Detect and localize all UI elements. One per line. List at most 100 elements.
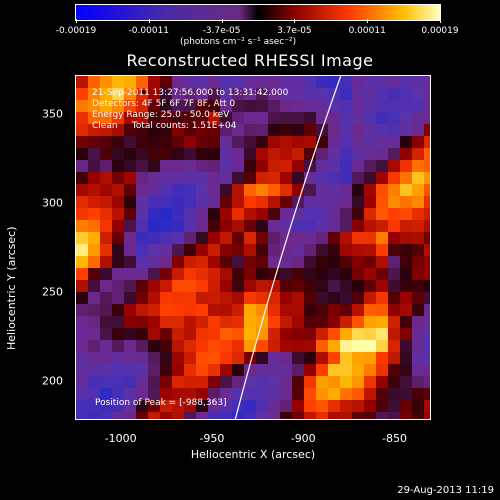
heatmap-cell — [352, 292, 365, 305]
heatmap-cell — [208, 196, 221, 209]
heatmap-cell — [304, 184, 317, 197]
heatmap-cell — [388, 232, 401, 245]
heatmap-cell — [100, 88, 113, 101]
heatmap-cell — [172, 256, 185, 269]
heatmap-cell — [412, 88, 425, 101]
heatmap-cell — [112, 280, 125, 293]
colorbar-tick — [221, 19, 223, 23]
heatmap-cell — [220, 196, 233, 209]
heatmap-cell — [268, 352, 281, 365]
heatmap-cell — [124, 208, 137, 221]
heatmap-cell — [388, 340, 401, 353]
heatmap-cell — [232, 112, 245, 125]
heatmap-cell — [352, 352, 365, 365]
heatmap-cell — [388, 172, 401, 185]
heatmap-cell — [148, 268, 161, 281]
heatmap-cell — [256, 172, 269, 185]
heatmap-cell — [400, 160, 413, 173]
heatmap-cell — [388, 208, 401, 221]
heatmap-cell — [124, 100, 137, 113]
heatmap-cell — [412, 76, 425, 89]
heatmap-cell — [292, 352, 305, 365]
heatmap-cell — [160, 172, 173, 185]
heatmap-cell — [148, 292, 161, 305]
heatmap-cell — [184, 364, 197, 377]
heatmap-cell — [256, 280, 269, 293]
heatmap-cell — [172, 244, 185, 257]
heatmap-cell — [316, 196, 329, 209]
heatmap-cell — [256, 244, 269, 257]
heatmap-cell — [208, 388, 221, 401]
heatmap-cell — [328, 256, 341, 269]
heatmap-cell — [340, 88, 353, 101]
heatmap-cell — [136, 400, 149, 413]
heatmap-cell — [148, 184, 161, 197]
colorbar-units: (photons cm⁻² s⁻¹ asec⁻²) — [180, 37, 297, 47]
heatmap-cell — [268, 184, 281, 197]
heatmap-cell — [136, 172, 149, 185]
heatmap-cell — [364, 88, 377, 101]
heatmap-cell — [160, 100, 173, 113]
heatmap-cell — [352, 244, 365, 257]
heatmap-cell — [328, 268, 341, 281]
heatmap-cell — [160, 328, 173, 341]
heatmap-cell — [160, 148, 173, 161]
heatmap-cell — [232, 208, 245, 221]
heatmap-cell — [172, 148, 185, 161]
heatmap-cell — [376, 316, 389, 329]
heatmap-cell — [376, 304, 389, 317]
heatmap-cell — [196, 136, 209, 149]
heatmap-cell — [352, 160, 365, 173]
heatmap-cell — [304, 376, 317, 389]
heatmap-cell — [400, 184, 413, 197]
heatmap-cell — [88, 160, 101, 173]
heatmap-cell — [76, 76, 89, 89]
heatmap-cell — [244, 88, 257, 101]
heatmap-cell — [184, 256, 197, 269]
heatmap-cell — [88, 232, 101, 245]
heatmap-cell — [136, 256, 149, 269]
heatmap-cell — [184, 148, 197, 161]
heatmap-cell — [304, 232, 317, 245]
heatmap-cell — [76, 208, 89, 221]
heatmap-cell — [424, 328, 430, 341]
heatmap-cell — [112, 220, 125, 233]
heatmap-cell — [424, 340, 430, 353]
heatmap-cell — [124, 280, 137, 293]
heatmap-cell — [184, 244, 197, 257]
x-tick-label: -1000 — [104, 432, 137, 445]
heatmap-cell — [184, 316, 197, 329]
heatmap-cell — [292, 364, 305, 377]
heatmap-cell — [76, 196, 89, 209]
heatmap-cell — [220, 256, 233, 269]
heatmap-cell — [88, 268, 101, 281]
heatmap-cell — [100, 208, 113, 221]
heatmap-cell — [412, 364, 425, 377]
heatmap-cell — [148, 280, 161, 293]
heatmap-cell — [316, 388, 329, 401]
heatmap-cell — [136, 208, 149, 221]
heatmap-cell — [160, 244, 173, 257]
colorbar-tick — [440, 19, 441, 23]
heatmap-cell — [124, 88, 137, 101]
heatmap-cell — [400, 208, 413, 221]
heatmap-cell — [184, 112, 197, 125]
heatmap-cell — [124, 184, 137, 197]
heatmap-cell — [364, 328, 377, 341]
heatmap-cell — [244, 292, 257, 305]
heatmap-cell — [364, 148, 377, 161]
heatmap-cell — [376, 208, 389, 221]
heatmap-cell — [256, 364, 269, 377]
heatmap-cell — [172, 340, 185, 353]
heatmap-cell — [196, 220, 209, 233]
colorbar-tick-label: -0.00019 — [55, 26, 97, 36]
heatmap-cell — [268, 136, 281, 149]
heatmap-cell — [256, 208, 269, 221]
heatmap-cell — [304, 340, 317, 353]
heatmap-cell — [388, 220, 401, 233]
heatmap-cell — [196, 352, 209, 365]
heatmap-cell — [424, 304, 430, 317]
heatmap-cell — [388, 160, 401, 173]
heatmap-cell — [292, 220, 305, 233]
heatmap-cell — [196, 400, 209, 413]
